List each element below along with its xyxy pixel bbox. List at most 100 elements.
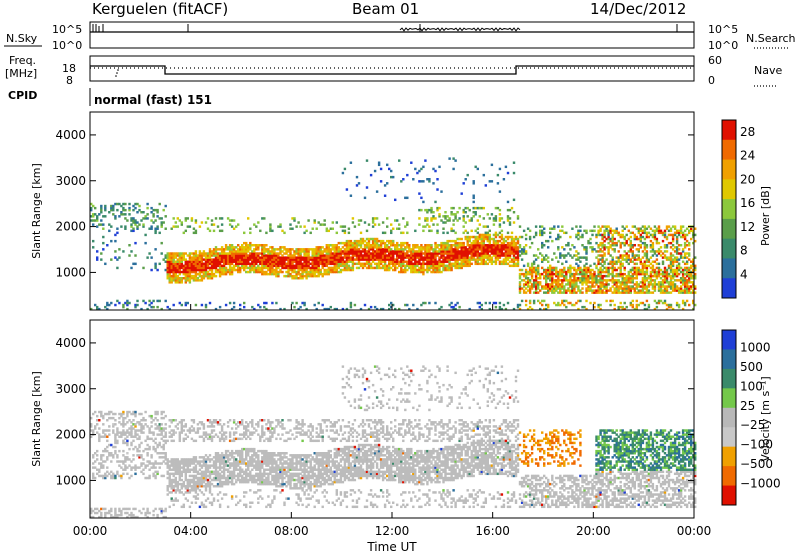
power-cell <box>110 204 113 208</box>
power-cell <box>339 250 343 253</box>
power-cell <box>180 279 184 282</box>
velocity-cell <box>108 452 111 455</box>
power-cell <box>522 264 526 268</box>
power-cell <box>629 248 633 251</box>
power-cell <box>176 274 180 278</box>
power-cell <box>649 246 653 249</box>
power-cell <box>220 254 224 257</box>
power-cell <box>476 258 480 261</box>
power-cell <box>683 287 687 290</box>
power-cell <box>172 262 175 266</box>
power-cell <box>631 272 635 276</box>
power-cell <box>494 206 498 210</box>
power-cell <box>311 252 314 255</box>
power-cell <box>390 175 393 179</box>
power-cell <box>406 254 409 257</box>
power-cell <box>623 301 626 305</box>
power-cell <box>198 270 202 274</box>
power-cell <box>196 256 200 259</box>
power-cell <box>553 227 556 230</box>
power-cell <box>651 229 655 233</box>
velocity-cell <box>136 429 139 432</box>
power-cell <box>619 285 622 288</box>
power-cell <box>420 256 423 259</box>
power-cell <box>635 303 639 307</box>
power-cell <box>641 256 645 259</box>
power-cell <box>631 260 635 263</box>
power-cell <box>416 270 419 274</box>
power-cell <box>573 287 576 290</box>
velocity-cell <box>148 511 151 515</box>
power-cell <box>685 266 689 270</box>
power-cell <box>381 266 385 270</box>
power-cell <box>539 289 542 292</box>
power-cell <box>543 307 546 311</box>
power-cell <box>279 250 282 253</box>
power-cell <box>651 233 655 237</box>
velocity-cell <box>132 419 135 422</box>
power-cell <box>617 289 620 292</box>
power-cell <box>446 250 449 253</box>
power-cell <box>345 266 349 270</box>
power-cell <box>585 229 588 233</box>
velocity-cell <box>94 507 97 511</box>
power-cell <box>253 268 256 272</box>
power-cell <box>353 248 357 251</box>
power-cell <box>593 229 596 233</box>
power-cell <box>581 279 584 282</box>
power-cell <box>247 262 250 266</box>
power-cell <box>347 260 351 263</box>
power-cell <box>494 219 498 222</box>
power-cell <box>645 235 649 239</box>
power-ytick-label-3: 4000 <box>55 128 86 142</box>
power-cell <box>132 227 135 230</box>
power-cell <box>96 305 99 309</box>
velocity-cell <box>116 456 119 459</box>
power-cell <box>653 260 657 263</box>
power-cell <box>418 256 421 259</box>
power-cell <box>506 241 510 245</box>
power-cell <box>641 264 645 268</box>
power-cell <box>679 231 683 235</box>
power-cell <box>611 279 614 282</box>
power-cell <box>504 165 508 169</box>
power-cell <box>539 283 542 286</box>
power-cell <box>450 258 453 261</box>
power-cell <box>688 281 691 284</box>
power-cell <box>174 266 178 270</box>
power-cell <box>633 233 637 237</box>
power-cell <box>601 244 604 247</box>
power-cell <box>651 260 655 263</box>
power-cell <box>456 266 459 270</box>
power-cell <box>633 287 637 290</box>
power-cell <box>637 227 641 230</box>
power-cell <box>581 277 584 280</box>
power-cell <box>182 270 186 274</box>
power-cell <box>534 281 538 284</box>
power-cell <box>597 274 600 278</box>
power-cell <box>583 229 586 233</box>
power-cell <box>194 274 198 278</box>
power-cell <box>182 264 186 268</box>
power-cell <box>418 192 421 195</box>
power-cell <box>478 256 482 259</box>
power-cell <box>694 291 697 294</box>
velocity-cell <box>100 515 103 519</box>
power-cell <box>208 301 212 305</box>
power-cell <box>577 231 580 235</box>
power-cell <box>518 244 522 247</box>
power-cell <box>230 246 234 249</box>
velocity-cell <box>118 412 121 416</box>
velocity-cell <box>106 435 109 438</box>
power-cell <box>400 241 403 245</box>
power-cell <box>275 252 278 255</box>
power-cell <box>621 287 624 290</box>
velocity-cell <box>132 513 135 517</box>
power-cell <box>641 229 645 233</box>
power-cell <box>506 217 510 220</box>
power-cell <box>635 237 639 241</box>
power-cell <box>283 248 286 251</box>
power-cell <box>377 262 381 266</box>
power-cell <box>619 246 622 249</box>
power-cell <box>498 231 502 235</box>
